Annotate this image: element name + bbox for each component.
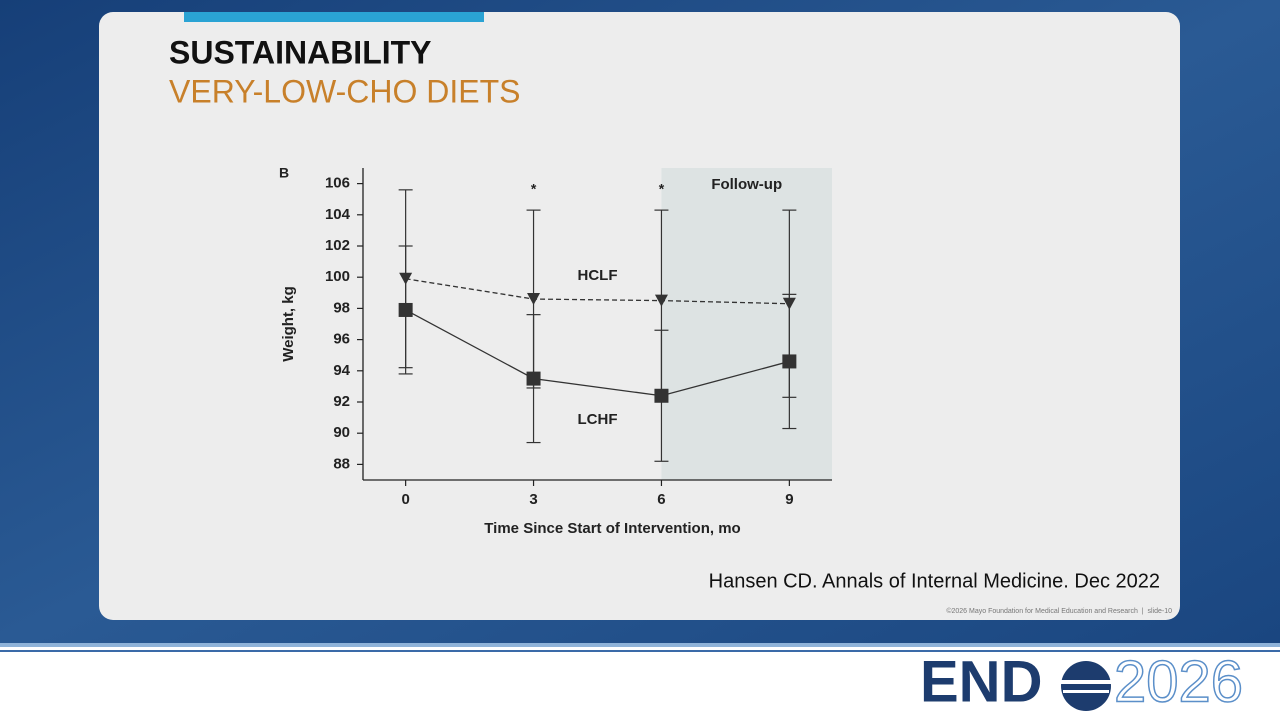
y-tick-label: 88 (333, 455, 350, 472)
region-label: Follow-up (711, 176, 782, 193)
x-tick-label: 0 (401, 491, 409, 508)
footer: ©2026 Mayo Foundation for Medical Educat… (946, 607, 1172, 615)
significance-marker: * (531, 181, 537, 197)
chart: Follow-up B 88 90 92 94 96 98 100 102 104 106 0 3 6 9 Ti… (279, 165, 832, 537)
content-panel (99, 12, 1180, 620)
logo-text: END (920, 649, 1042, 714)
series-line (405, 309, 790, 397)
slide-subtitle: VERY-LOW-CHO DIETS (169, 73, 520, 109)
y-tick-label: 104 (325, 206, 351, 223)
accent-bar (184, 12, 484, 22)
series-label: HCLF (578, 267, 618, 284)
y-tick-label: 106 (325, 175, 350, 192)
marker (527, 293, 541, 306)
logo-globe (1060, 661, 1112, 711)
y-tick-label: 94 (333, 362, 350, 379)
y-tick-label: 102 (325, 237, 350, 254)
marker (654, 294, 668, 307)
x-tick-label: 6 (657, 491, 665, 508)
y-tick-label: 92 (333, 393, 350, 410)
x-tick-label: 9 (785, 491, 793, 508)
y-axis-label: Weight, kg (280, 286, 297, 362)
series-line (405, 278, 790, 305)
citation: Hansen CD. Annals of Internal Medicine. … (709, 570, 1160, 592)
divider (0, 643, 1280, 647)
panel-label: B (279, 165, 289, 181)
y-tick-label: 90 (333, 424, 350, 441)
significance-marker: * (659, 181, 665, 197)
logo-year: 2026 (1114, 649, 1243, 714)
y-tick-label: 96 (333, 331, 350, 348)
marker (654, 388, 669, 403)
y-tick-label: 98 (333, 299, 350, 316)
marker (398, 302, 413, 317)
y-tick-label: 100 (325, 268, 350, 285)
divider (0, 650, 1280, 652)
marker (782, 354, 797, 369)
follow-up-region (661, 168, 832, 480)
series-label: LCHF (578, 411, 618, 428)
slide-title: SUSTAINABILITY (169, 34, 432, 70)
marker (526, 371, 541, 386)
x-axis-label: Time Since Start of Intervention, mo (484, 520, 740, 537)
x-tick-label: 3 (529, 491, 537, 508)
